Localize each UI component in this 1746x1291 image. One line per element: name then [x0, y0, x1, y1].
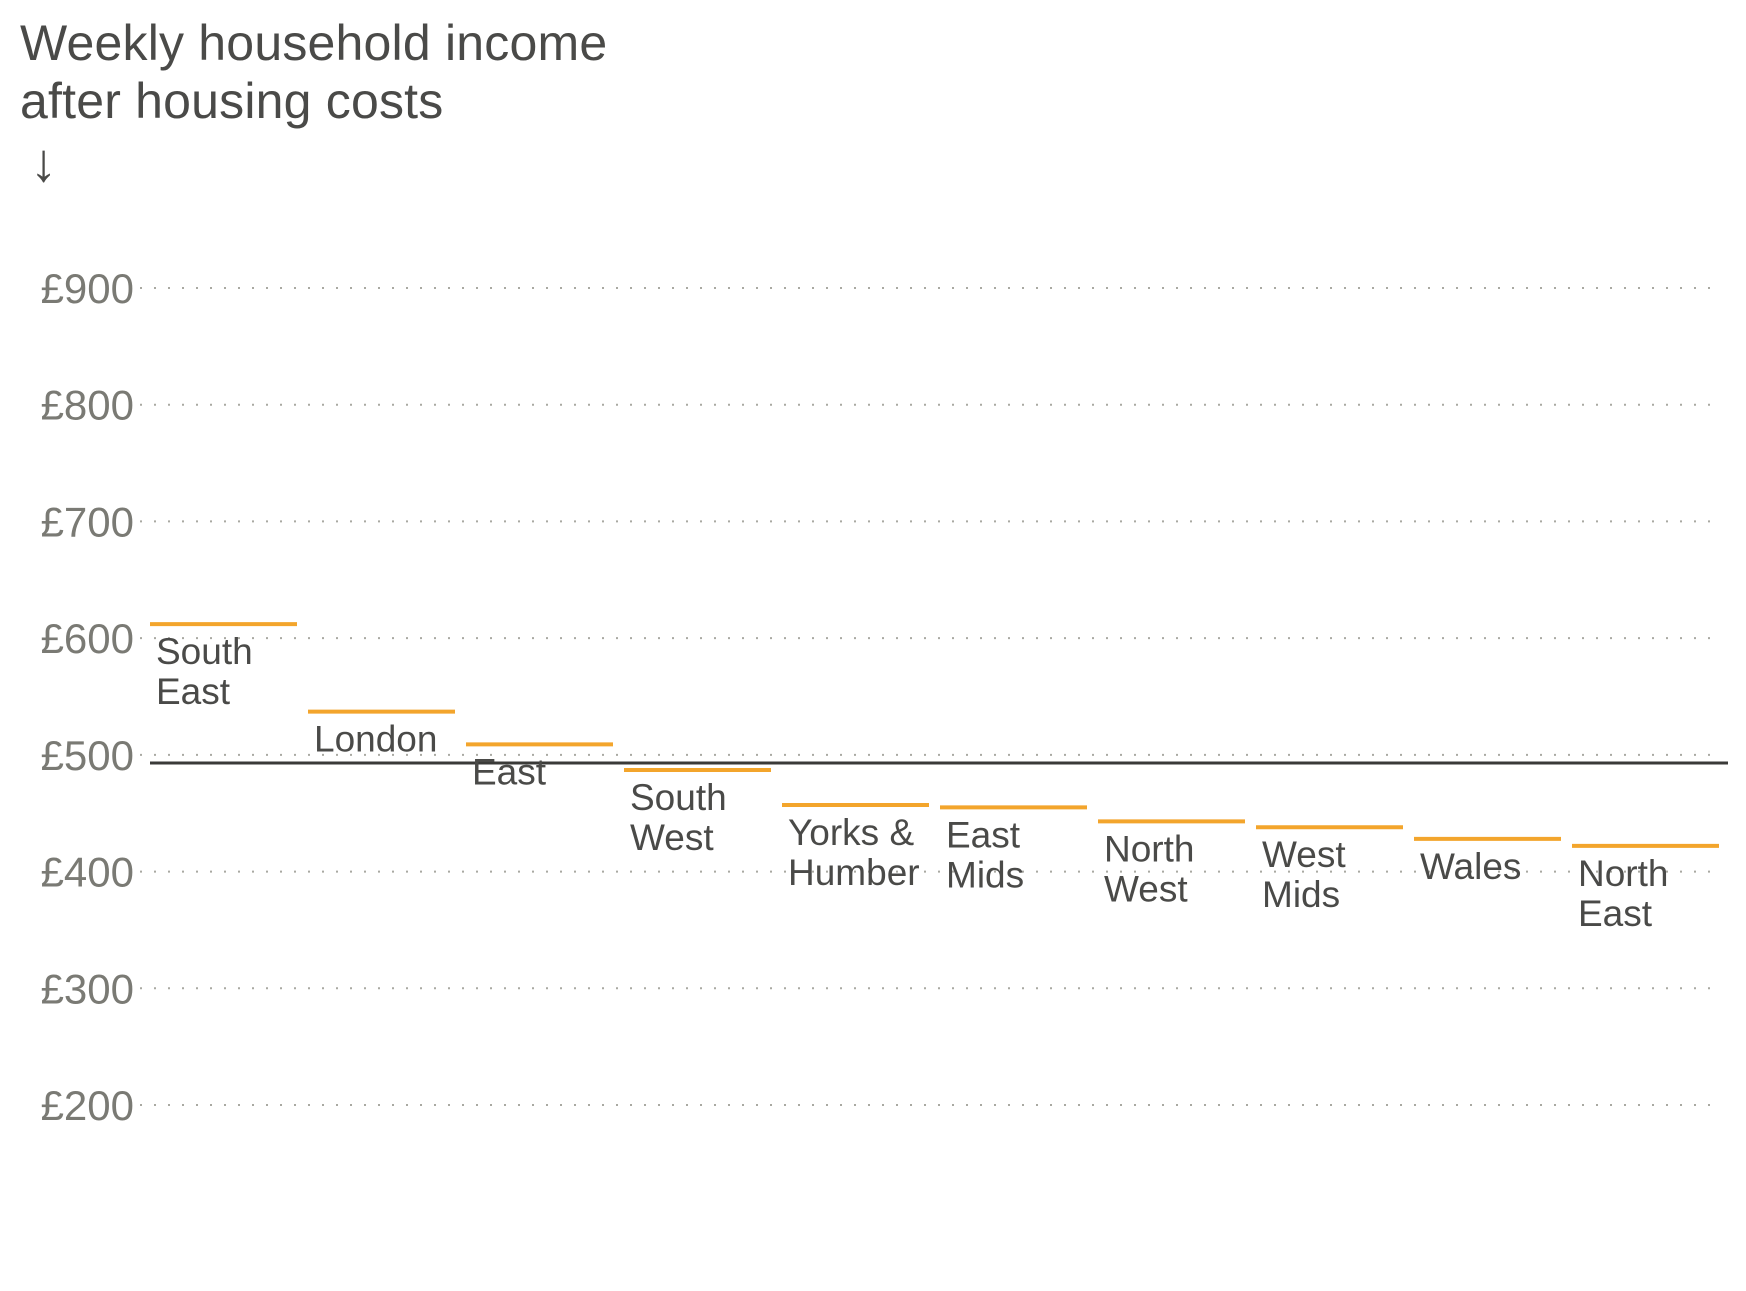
y-tick-label: £700 [41, 498, 134, 545]
y-tick-label: £200 [41, 1082, 134, 1129]
region-label: North West [1104, 828, 1194, 909]
region-label: East [472, 751, 547, 792]
income-markers [150, 622, 1719, 848]
y-tick-label: £400 [41, 849, 134, 896]
region-labels: South East London East South West Yorks & Humbe… [156, 631, 1668, 934]
region-label: London [314, 719, 437, 760]
region-label: North East [1578, 853, 1668, 934]
y-tick-label: £600 [41, 615, 134, 662]
y-tick-label: £500 [41, 732, 134, 779]
y-tick-label: £300 [41, 965, 134, 1012]
region-label: Wales [1420, 846, 1521, 887]
region-label: East Mids [946, 814, 1024, 895]
y-tick-label: £900 [41, 265, 134, 312]
down-arrow-icon: ↓ [30, 133, 57, 193]
y-tick-label: £800 [41, 382, 134, 429]
region-label: Yorks & Humber [788, 812, 920, 893]
region-label: West Mids [1262, 834, 1346, 915]
chart-title-line-2: after housing costs [20, 73, 444, 129]
y-axis-ticks: £900 £800 £700 £600 £500 £400 £300 £200 [41, 265, 134, 1129]
region-label: South West [630, 777, 727, 858]
region-label: South East [156, 631, 253, 712]
gridlines [140, 287, 1712, 1106]
chart-title-line-1: Weekly household income [20, 15, 608, 71]
